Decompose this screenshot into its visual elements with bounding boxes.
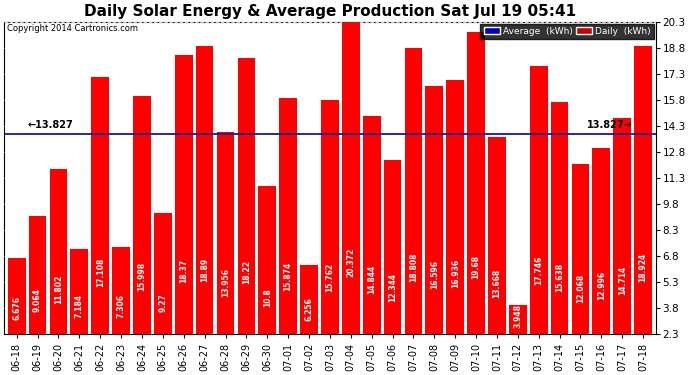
Bar [50, 169, 68, 333]
Bar [404, 48, 422, 333]
Bar [551, 102, 569, 333]
Text: 7.184: 7.184 [75, 294, 84, 318]
Bar [509, 305, 526, 333]
Bar [300, 265, 318, 333]
Text: 17.108: 17.108 [96, 258, 105, 287]
Text: 15.762: 15.762 [326, 262, 335, 292]
Text: 12.996: 12.996 [597, 271, 606, 300]
Text: 18.89: 18.89 [200, 258, 209, 282]
Text: 10.8: 10.8 [263, 288, 272, 307]
Text: 13.827→: 13.827→ [587, 120, 633, 130]
Bar [154, 213, 172, 333]
Bar [321, 100, 339, 333]
Bar [196, 46, 213, 333]
Text: 7.306: 7.306 [117, 294, 126, 318]
Bar [634, 45, 652, 333]
Bar [217, 132, 235, 333]
Text: 20.372: 20.372 [346, 248, 355, 277]
Text: 18.808: 18.808 [409, 253, 418, 282]
Text: 15.638: 15.638 [555, 263, 564, 292]
Bar [571, 164, 589, 333]
Bar [8, 258, 26, 333]
Bar [467, 33, 485, 333]
Title: Daily Solar Energy & Average Production Sat Jul 19 05:41: Daily Solar Energy & Average Production … [84, 4, 576, 19]
Text: 13.668: 13.668 [493, 269, 502, 298]
Text: 13.956: 13.956 [221, 268, 230, 297]
Bar [133, 96, 151, 333]
Text: 17.746: 17.746 [534, 256, 543, 285]
Bar [237, 58, 255, 333]
Bar [91, 77, 109, 333]
Bar [384, 159, 402, 333]
Text: 15.998: 15.998 [137, 262, 146, 291]
Bar [488, 136, 506, 333]
Text: 14.714: 14.714 [618, 266, 627, 295]
Text: 12.068: 12.068 [576, 274, 585, 303]
Text: 11.802: 11.802 [54, 274, 63, 304]
Bar [342, 21, 359, 333]
Bar [29, 216, 46, 333]
Bar [70, 249, 88, 333]
Text: 9.064: 9.064 [33, 289, 42, 312]
Text: 6.256: 6.256 [304, 297, 313, 321]
Bar [112, 247, 130, 333]
Bar [446, 80, 464, 333]
Text: 18.37: 18.37 [179, 260, 188, 284]
Legend: Average  (kWh), Daily  (kWh): Average (kWh), Daily (kWh) [480, 24, 654, 39]
Text: 12.344: 12.344 [388, 273, 397, 302]
Text: 3.948: 3.948 [513, 304, 522, 328]
Text: 19.68: 19.68 [471, 255, 480, 279]
Text: 16.596: 16.596 [430, 260, 439, 289]
Bar [258, 186, 276, 333]
Text: 18.22: 18.22 [242, 260, 251, 284]
Text: 18.924: 18.924 [639, 252, 648, 282]
Bar [530, 66, 548, 333]
Bar [426, 86, 443, 333]
Text: ←13.827: ←13.827 [27, 120, 73, 130]
Bar [363, 116, 381, 333]
Text: 16.936: 16.936 [451, 259, 460, 288]
Text: 15.874: 15.874 [284, 262, 293, 291]
Bar [593, 148, 610, 333]
Text: 6.676: 6.676 [12, 296, 21, 320]
Bar [279, 98, 297, 333]
Bar [613, 118, 631, 333]
Text: 9.27: 9.27 [159, 293, 168, 312]
Text: 14.844: 14.844 [367, 265, 376, 294]
Text: Copyright 2014 Cartronics.com: Copyright 2014 Cartronics.com [7, 24, 138, 33]
Bar [175, 55, 193, 333]
